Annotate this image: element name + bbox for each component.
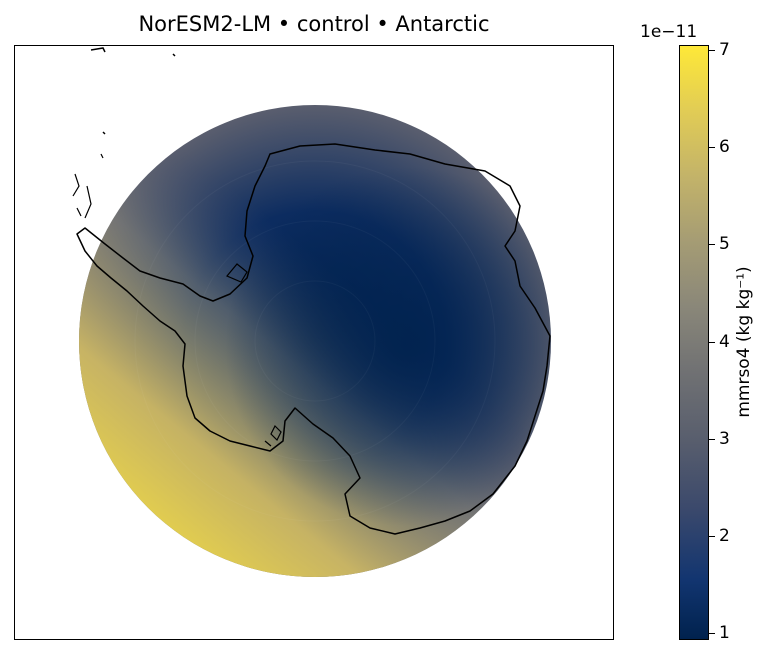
antarctic-map xyxy=(72,47,551,577)
colorbar-tick xyxy=(709,341,715,343)
colorbar-tick-label: 7 xyxy=(719,39,730,60)
colorbar-tick-label: 6 xyxy=(719,137,730,158)
map-panel xyxy=(14,45,614,640)
colorbar-tick-label: 3 xyxy=(719,428,730,449)
plot-title: NorESM2-LM • control • Antarctic xyxy=(138,12,490,36)
colorbar-tick-label: 2 xyxy=(719,525,730,546)
weddell-coast-islands xyxy=(264,424,282,447)
colorbar-tick xyxy=(709,535,715,537)
colorbar-offset-text: 1e−11 xyxy=(640,22,698,42)
colorbar xyxy=(679,45,709,640)
ross-ice-shelf-coast xyxy=(226,263,248,283)
colorbar-tick-label: 1 xyxy=(719,623,730,644)
colorbar-tick xyxy=(709,244,715,246)
colorbar-tick xyxy=(709,633,715,635)
top-islands xyxy=(90,47,176,135)
colorbar-tick xyxy=(709,49,715,51)
colorbar-tick-label: 5 xyxy=(719,234,730,255)
data-field xyxy=(79,105,551,577)
colorbar-tick xyxy=(709,147,715,149)
colorbar-tick xyxy=(709,438,715,440)
colorbar-tick-label: 4 xyxy=(719,331,730,352)
peninsula-islands xyxy=(72,153,104,219)
colorbar-label: mmrso4 (kg kg⁻¹) xyxy=(734,266,754,418)
antarctica-coastline xyxy=(76,143,551,535)
grid-rings xyxy=(134,160,496,522)
